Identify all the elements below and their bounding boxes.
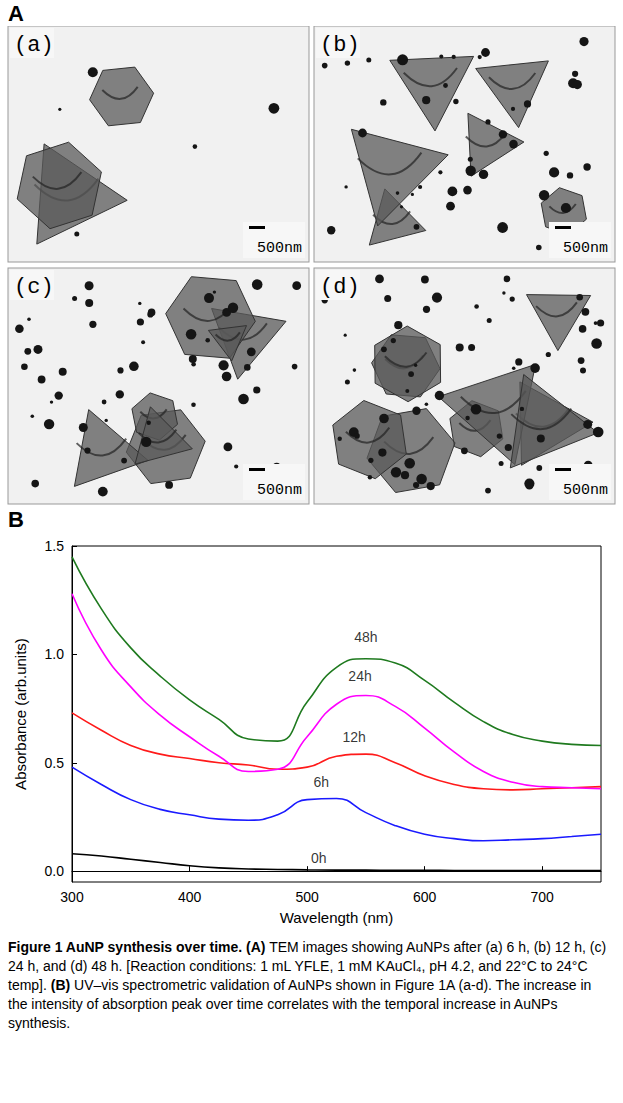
svg-text:500nm: 500nm xyxy=(563,482,608,499)
svg-text:12h: 12h xyxy=(342,729,365,745)
svg-text:500: 500 xyxy=(295,889,319,905)
svg-text:500nm: 500nm xyxy=(563,240,608,257)
svg-text:(b): (b) xyxy=(320,33,360,58)
svg-text:6h: 6h xyxy=(313,774,329,790)
svg-text:(c): (c) xyxy=(14,275,54,300)
svg-text:300: 300 xyxy=(60,889,84,905)
svg-text:500nm: 500nm xyxy=(257,240,302,257)
svg-text:0h: 0h xyxy=(311,850,327,866)
html-text:Figure 1 AuNP synthesis over t: Figure 1 AuNP synthesis over time. (A) T… xyxy=(8,939,607,1031)
html-text:A: A xyxy=(8,1,24,26)
svg-text:(a): (a) xyxy=(14,33,54,58)
html-text:B: B xyxy=(8,507,24,532)
svg-text:700: 700 xyxy=(531,889,555,905)
svg-text:Wavelength (nm): Wavelength (nm) xyxy=(280,909,394,926)
svg-text:Absorbance (arb.units): Absorbance (arb.units) xyxy=(12,638,29,790)
svg-text:(d): (d) xyxy=(320,275,360,300)
svg-text:600: 600 xyxy=(413,889,437,905)
svg-text:48h: 48h xyxy=(354,629,377,645)
svg-text:1.5: 1.5 xyxy=(45,538,65,554)
svg-text:24h: 24h xyxy=(348,668,371,684)
svg-text:500nm: 500nm xyxy=(257,482,302,499)
svg-text:1.0: 1.0 xyxy=(45,646,65,662)
svg-text:400: 400 xyxy=(178,889,202,905)
svg-text:0.5: 0.5 xyxy=(45,755,65,771)
svg-text:0.0: 0.0 xyxy=(45,863,65,879)
